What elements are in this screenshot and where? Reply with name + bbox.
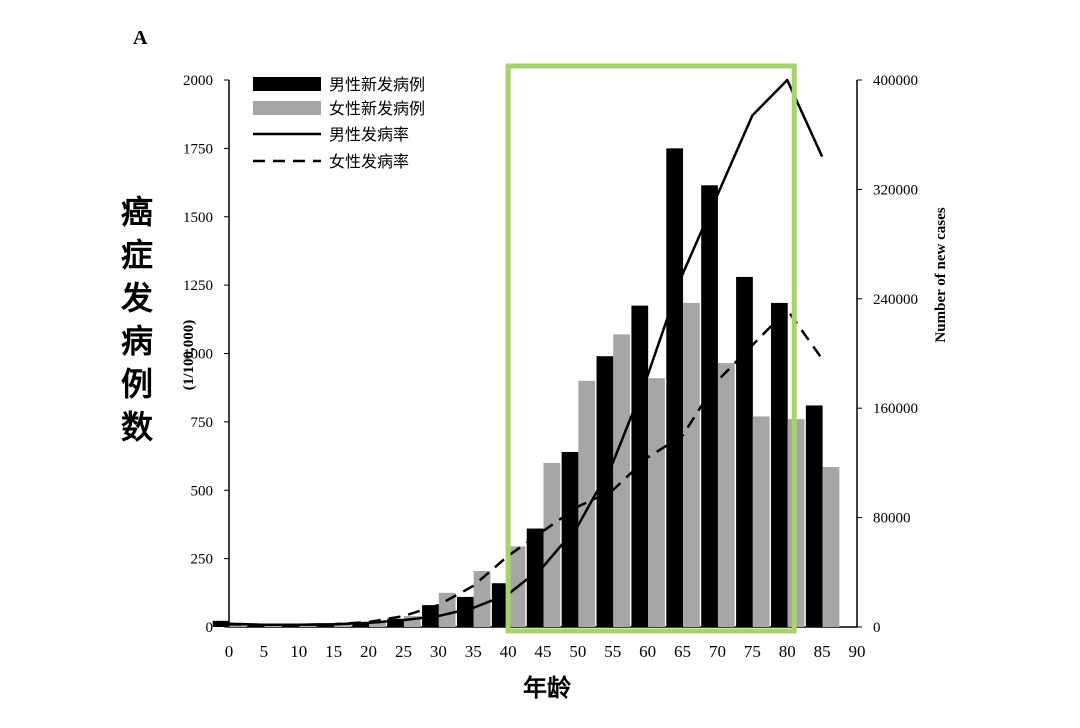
- y-tick-label: 0: [206, 620, 214, 636]
- x-axis-label: 年龄: [523, 674, 572, 702]
- y-tick-label: 250: [191, 552, 214, 568]
- legend-swatch-female-cases: [253, 101, 321, 115]
- bar-female: [369, 622, 386, 627]
- bar-female: [822, 467, 840, 627]
- y-tick-label: 1500: [183, 210, 213, 226]
- y2-tick-label: 320000: [873, 182, 918, 198]
- y-tick-label: 1750: [183, 141, 213, 157]
- y-tick-label: 2000: [183, 73, 213, 89]
- x-tick-label: 80: [779, 642, 796, 661]
- y-axis-label-char: 例: [121, 365, 153, 403]
- legend-label: 女性发病率: [329, 152, 409, 171]
- bar-male: [561, 451, 579, 627]
- bar-female: [438, 592, 456, 627]
- bar-female: [473, 570, 491, 627]
- y2-tick-label: 0: [873, 620, 881, 636]
- x-tick-label: 30: [430, 642, 447, 661]
- bar-female: [752, 416, 770, 627]
- y-axis-label-char: 数: [121, 408, 154, 446]
- chart-axes: 0250500750100012501500175020000800001600…: [183, 73, 918, 661]
- female-rate-line: [228, 308, 824, 627]
- x-tick-label: 85: [814, 642, 831, 661]
- bar-male: [212, 620, 230, 627]
- bar-female: [543, 462, 561, 627]
- bar-male: [526, 528, 544, 627]
- bar-male: [631, 305, 649, 627]
- highlight-layer: [505, 63, 797, 634]
- y2-tick-label: 160000: [873, 401, 918, 417]
- x-tick-label: 55: [604, 642, 621, 661]
- legend-swatch-male-cases: [253, 77, 321, 91]
- bar-female: [613, 334, 631, 627]
- bar-male: [456, 596, 474, 627]
- legend-label: 男性发病率: [329, 125, 409, 144]
- y-axis-label-char: 病: [121, 322, 153, 360]
- bar-male: [491, 583, 509, 627]
- x-tick-label: 75: [744, 642, 761, 661]
- x-tick-label: 65: [674, 642, 691, 661]
- bar-male: [805, 405, 823, 627]
- x-tick-label: 50: [569, 642, 586, 661]
- y-axis-label-char: 癌: [121, 193, 153, 231]
- y-axis-label-char: 症: [121, 236, 153, 274]
- x-tick-label: 20: [360, 642, 377, 661]
- bar-male: [352, 622, 370, 627]
- x-tick-label: 10: [290, 642, 307, 661]
- bar-male: [596, 356, 614, 627]
- x-tick-label: 15: [325, 642, 342, 661]
- x-tick-label: 5: [260, 642, 269, 661]
- bar-male: [736, 276, 753, 627]
- x-tick-label: 90: [849, 642, 866, 661]
- x-tick-label: 40: [500, 642, 517, 661]
- y2-tick-label: 240000: [873, 292, 918, 308]
- legend-label: 男性新发病例: [329, 75, 425, 94]
- bar-female: [578, 380, 596, 627]
- y2-tick-label: 80000: [873, 511, 911, 527]
- bar-female: [717, 363, 735, 627]
- y-tick-label: 1000: [183, 347, 213, 363]
- x-tick-label: 25: [395, 642, 412, 661]
- y-tick-label: 500: [191, 483, 214, 499]
- bar-layer: [212, 148, 840, 628]
- line-layer: [228, 78, 824, 627]
- y-tick-label: 750: [191, 415, 214, 431]
- y-tick-label: 1250: [183, 278, 213, 294]
- bar-male: [770, 302, 788, 627]
- bar-female: [648, 378, 665, 627]
- bar-female: [403, 616, 421, 627]
- y2-tick-label: 400000: [873, 73, 918, 89]
- bar-male: [666, 148, 684, 627]
- bar-female: [334, 624, 351, 627]
- highlight-box: [505, 63, 797, 634]
- x-tick-label: 35: [465, 642, 482, 661]
- x-tick-label: 60: [639, 642, 656, 661]
- bar-male: [701, 185, 718, 628]
- legend-label: 女性新发病例: [329, 99, 425, 118]
- x-tick-label: 45: [535, 642, 552, 661]
- x-tick-label: 0: [225, 642, 234, 661]
- y-axis-label-char: 发: [121, 279, 153, 317]
- male-rate-line: [228, 78, 824, 627]
- y2-axis-label: Number of new cases: [933, 207, 949, 342]
- bar-female: [683, 302, 700, 627]
- y-axis-label-secondary: (1/100,000): [181, 320, 197, 390]
- panel-label: A: [133, 27, 148, 49]
- x-tick-label: 70: [709, 642, 726, 661]
- bar-male: [387, 618, 404, 627]
